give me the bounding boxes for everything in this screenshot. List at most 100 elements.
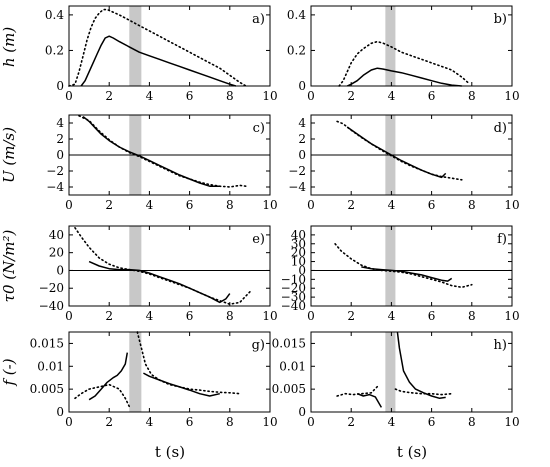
axes-frame — [68, 331, 271, 413]
x-tick-label: 4 — [146, 198, 154, 212]
y-tick-label: 20 — [49, 246, 64, 260]
series-line-solid-1 — [143, 372, 220, 397]
panel-g: 0 2 4 6 8 10 0 0.005 0.01 0.015 g) — [30, 331, 278, 429]
y-tick-label: 0 — [298, 405, 306, 419]
y-tick-label: 40 — [49, 228, 64, 242]
y-tick-label: −2 — [46, 164, 64, 178]
x-tick-label: 4 — [146, 89, 154, 103]
x-tick-label: 10 — [504, 415, 519, 429]
x-tick-label: 6 — [186, 89, 194, 103]
x-tick-label: 2 — [105, 89, 113, 103]
y-tick-label: 0.015 — [30, 336, 64, 350]
x-tick-label: 8 — [226, 415, 234, 429]
y-tick-label: 40 — [291, 228, 306, 242]
y-tick-label: 4 — [298, 116, 306, 130]
panel-d: 0 2 4 6 8 10 −4 −2 0 2 4 d) — [288, 114, 520, 212]
series-line-solid-0 — [361, 266, 453, 282]
x-tick-label: 2 — [347, 309, 355, 323]
series-line-dotted-2 — [336, 383, 381, 397]
y-tick-label: −4 — [288, 180, 306, 194]
x-tick-label: 6 — [428, 198, 436, 212]
x-tick-label: 0 — [65, 415, 73, 429]
y-tick-label: 30 — [291, 237, 306, 251]
x-tick-label: 8 — [226, 309, 234, 323]
panel-label: a) — [252, 12, 265, 27]
x-tick-label: 0 — [307, 198, 315, 212]
series-line-dotted-1 — [336, 120, 463, 181]
x-tick-label: 8 — [468, 309, 476, 323]
x-tick-label: 4 — [388, 309, 396, 323]
series-line-solid-0 — [82, 116, 220, 187]
x-axis-label-left: t (s) — [155, 443, 185, 461]
x-tick-label: 4 — [388, 415, 396, 429]
x-tick-label: 10 — [504, 89, 519, 103]
y-tick-label: −40 — [281, 299, 306, 313]
series-line-solid-0 — [88, 260, 231, 304]
x-tick-label: 6 — [428, 415, 436, 429]
y-tick-label: 0.2 — [287, 43, 306, 57]
panel-label: c) — [253, 121, 265, 136]
y-tick-label: 2 — [298, 132, 306, 146]
panel-b: 0 2 4 6 8 10 0 0.2 0.4 b) — [287, 5, 520, 103]
x-tick-label: 4 — [388, 89, 396, 103]
x-tick-label: 0 — [65, 198, 73, 212]
panel-label: d) — [494, 121, 507, 136]
series-line-solid-0 — [88, 352, 129, 401]
y-tick-label: 0.01 — [37, 359, 64, 373]
row-ylabel-tau: τ0 (N/m²) — [0, 229, 18, 302]
x-tick-label: 0 — [307, 309, 315, 323]
x-tick-label: 8 — [468, 89, 476, 103]
x-tick-label: 10 — [262, 415, 277, 429]
x-tick-label: 10 — [504, 198, 519, 212]
y-tick-label: 0.015 — [272, 336, 306, 350]
x-tick-label: 4 — [146, 415, 154, 429]
x-tick-label: 2 — [105, 415, 113, 429]
y-tick-label: −4 — [46, 180, 64, 194]
x-tick-label: 6 — [428, 309, 436, 323]
x-tick-label: 2 — [347, 89, 355, 103]
x-tick-label: 6 — [186, 198, 194, 212]
series-line-dotted-1 — [74, 227, 251, 306]
y-tick-label: 0.4 — [45, 8, 64, 22]
x-tick-label: 0 — [65, 89, 73, 103]
axes-frame — [310, 331, 513, 413]
series-line-solid-0 — [346, 67, 462, 87]
shaded-band — [385, 226, 396, 306]
row-ylabel-u: U (m/s) — [0, 127, 18, 183]
series-line-dotted-1 — [68, 8, 247, 87]
y-tick-label: 0.4 — [287, 8, 306, 22]
shaded-band — [385, 6, 396, 86]
series-line-dotted-1 — [338, 40, 469, 87]
x-tick-label: 10 — [262, 198, 277, 212]
x-tick-label: 0 — [65, 309, 73, 323]
y-tick-label: 0 — [298, 263, 306, 277]
series-line-solid-0 — [346, 126, 447, 179]
axes-frame — [310, 5, 513, 87]
shaded-band — [129, 332, 142, 412]
x-tick-label: 2 — [347, 415, 355, 429]
x-tick-label: 8 — [226, 89, 234, 103]
x-tick-label: 8 — [468, 415, 476, 429]
series-line-dotted-1 — [78, 115, 247, 188]
y-tick-label: 10 — [291, 255, 306, 269]
series-line-dotted-2 — [74, 383, 131, 408]
y-tick-label: 20 — [291, 246, 306, 260]
series-line-dotted-1 — [334, 243, 473, 289]
y-tick-label: 0 — [298, 79, 306, 93]
y-tick-label: 0 — [56, 263, 64, 277]
axes-frame — [68, 5, 271, 87]
y-tick-label: 0.01 — [279, 359, 306, 373]
panel-a: 0 2 4 6 8 10 0 0.2 0.4 a) — [45, 5, 278, 103]
y-tick-label: 0.005 — [272, 382, 306, 396]
y-tick-label: 2 — [56, 132, 64, 146]
panel-label: f) — [497, 232, 507, 247]
y-tick-label: −10 — [281, 272, 306, 286]
x-tick-label: 10 — [504, 309, 519, 323]
panel-label: e) — [252, 232, 265, 247]
y-tick-label: 0.005 — [30, 382, 64, 396]
y-tick-label: 0 — [56, 405, 64, 419]
x-tick-label: 6 — [428, 89, 436, 103]
